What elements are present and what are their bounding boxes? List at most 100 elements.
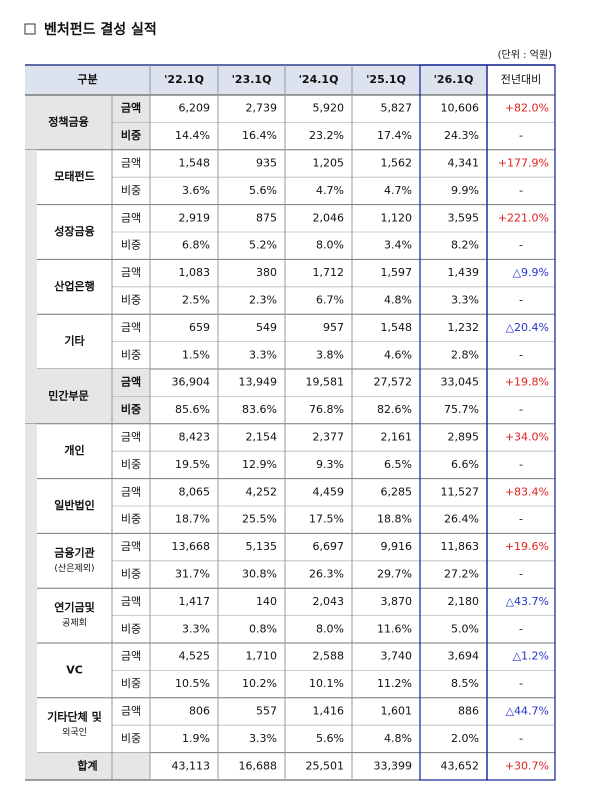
cell: 5,920 [313, 102, 345, 115]
cell: 4,341 [448, 157, 480, 170]
cell: 3.3% [249, 348, 277, 361]
group-strip [25, 149, 37, 205]
row-label: 비중 [121, 128, 141, 142]
cell: 3.3% [182, 622, 210, 635]
group-label: 민간부문 [48, 388, 88, 402]
cell: 6,285 [381, 485, 413, 498]
cell: 30.8% [242, 568, 277, 581]
cell: 1,232 [448, 321, 480, 334]
cell: 12.9% [242, 458, 277, 471]
cell: 6,209 [179, 102, 211, 115]
change: - [519, 348, 523, 361]
cell: 1,083 [179, 266, 211, 279]
cell: 2.3% [249, 294, 277, 307]
row-label: 금액 [121, 266, 141, 279]
group-strip [25, 643, 37, 698]
group-label: 모태펀드 [54, 169, 94, 183]
row-label: 금액 [121, 376, 141, 389]
change: △44.7% [506, 705, 549, 718]
cell: 6.7% [316, 294, 344, 307]
cell: 8,065 [179, 485, 211, 498]
cell: 3.8% [316, 348, 344, 361]
change: - [519, 568, 523, 581]
group-label: 금융기관 [54, 545, 94, 559]
cell: 85.6% [175, 403, 210, 416]
cell: 11,863 [441, 540, 480, 553]
cell: 25,501 [306, 759, 345, 772]
row-label: 비중 [121, 622, 141, 635]
cell: 2,154 [246, 431, 278, 444]
cell: 1,548 [381, 321, 413, 334]
change: +34.0% [505, 431, 549, 444]
change: - [519, 129, 523, 142]
change: +83.4% [505, 485, 549, 498]
cell: 11.2% [377, 677, 412, 690]
header-bg [487, 65, 555, 95]
cell: 3,740 [381, 650, 413, 663]
cell: 17.5% [309, 513, 344, 526]
cell: 33,399 [374, 759, 413, 772]
group-label: (산은제외) [54, 562, 94, 574]
cell: 8.0% [316, 239, 344, 252]
cell: 10,606 [441, 102, 480, 115]
row-label: 금액 [121, 102, 141, 115]
change: △20.4% [506, 321, 549, 334]
cell: 19.5% [175, 458, 210, 471]
cell: 4.8% [384, 732, 412, 745]
cell: 43,113 [172, 759, 211, 772]
cell: 13,668 [172, 540, 211, 553]
cell: 16,688 [239, 759, 278, 772]
cell: 26.3% [309, 568, 344, 581]
group-label: 외국인 [62, 726, 87, 738]
row-label: 비중 [121, 294, 141, 307]
cell: 4.8% [384, 294, 412, 307]
column-header: 구분 [77, 73, 97, 86]
cell: 886 [458, 705, 479, 718]
column-header: '23.1Q [232, 73, 272, 86]
row-label: 비중 [121, 239, 141, 252]
cell: 3.3% [451, 294, 479, 307]
group-label: 연기금및 [54, 600, 94, 614]
cell: 5,827 [381, 102, 413, 115]
cell: 76.8% [309, 403, 344, 416]
cell: 8.2% [451, 239, 479, 252]
cell: 26.4% [444, 513, 479, 526]
cell: 4.6% [384, 348, 412, 361]
column-header: '25.1Q [366, 73, 406, 86]
column-header: '24.1Q [299, 73, 339, 86]
cell: 18.8% [377, 513, 412, 526]
row-label: 금액 [121, 705, 141, 718]
row-label: 금액 [121, 211, 141, 224]
cell: 4,525 [179, 650, 211, 663]
cell: 1,597 [381, 266, 413, 279]
row-label: 비중 [121, 184, 141, 197]
cell: 5.6% [249, 184, 277, 197]
cell: 1.9% [182, 732, 210, 745]
group-strip [25, 259, 37, 315]
change: - [519, 403, 523, 416]
cell: 1,601 [381, 705, 413, 718]
cell: 9,916 [381, 540, 413, 553]
change: +30.7% [505, 759, 549, 772]
column-header: '26.1Q [434, 73, 474, 86]
cell: 1,417 [179, 595, 211, 608]
cell: 2,046 [313, 211, 345, 224]
row-label: 비중 [121, 568, 141, 581]
total-label: 합계 [77, 758, 97, 772]
row-label: 금액 [121, 431, 141, 444]
group-label: 개인 [64, 443, 84, 457]
cell: 4.7% [316, 184, 344, 197]
cell: 10.1% [309, 677, 344, 690]
cell: 36,904 [172, 376, 211, 389]
cell: 6.6% [451, 458, 479, 471]
cell: 3.4% [384, 239, 412, 252]
group-strip [25, 588, 37, 643]
row-label: 비중 [121, 402, 141, 416]
change: - [519, 294, 523, 307]
change: - [519, 732, 523, 745]
cell: 19,581 [306, 376, 345, 389]
cell: 1,439 [448, 266, 480, 279]
change: +19.8% [505, 376, 549, 389]
